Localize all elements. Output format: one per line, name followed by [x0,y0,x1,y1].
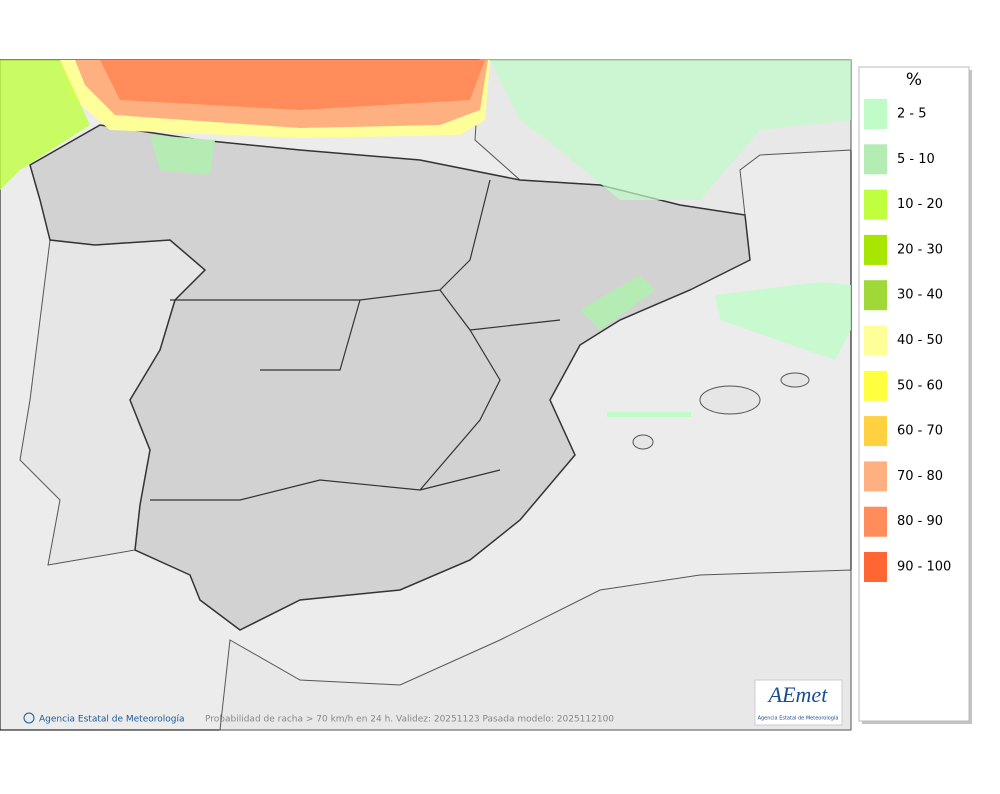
mallorca [699,385,761,415]
legend-label: 2 - 5 [897,107,927,122]
region-borders [150,179,561,501]
legend-label: 70 - 80 [897,469,943,484]
ibiza [632,434,654,450]
logo: AEmet [767,682,829,707]
legend-swatch [864,552,887,582]
legend-swatch [864,370,887,401]
copyright-icon [23,712,35,724]
spain [29,124,751,631]
logo-subtitle: Agencia Estatal de Meteorología [758,715,839,722]
legend-swatch [864,234,887,265]
menorca [780,372,810,388]
gust-area-pale [490,60,851,200]
map: Agencia Estatal de Meteorología Probabil… [0,59,852,731]
legend-swatch [864,416,887,447]
gust-area-pale [150,135,215,175]
legend-swatch [864,144,887,175]
gust-area-pale [607,412,691,417]
legend-label: 10 - 20 [897,197,943,212]
gust-area-orange [100,60,485,110]
caption: Probabilidad de racha > 70 km/h en 24 h.… [205,715,614,725]
legend-label: 5 - 10 [897,152,935,167]
legend-swatch [864,189,887,220]
legend-swatch [864,506,887,537]
legend-label: 40 - 50 [897,333,943,348]
legend-swatch [864,325,887,356]
gust-area-pale [715,282,851,360]
legend-swatch [864,461,887,492]
gust-area-pale [580,275,655,330]
legend-label: 50 - 60 [897,378,943,393]
legend: % 2 - 5 5 - 10 10 - 20 20 - 30 30 - 40 40 - 5… [858,66,972,724]
gust-area-green [0,60,90,190]
africa [219,569,852,731]
legend-box [858,66,970,722]
legend-swatch [864,99,887,129]
legend-label: 90 - 100 [897,560,951,575]
legend-swatch [864,280,887,311]
legend-label: 80 - 90 [897,514,943,529]
legend-label: 60 - 70 [897,424,943,439]
legend-label: 30 - 40 [897,288,943,303]
legend-title: % [906,70,922,90]
credit: Agencia Estatal de Meteorología [39,715,185,725]
logo-box [754,679,843,726]
legend-label: 20 - 30 [897,242,943,257]
